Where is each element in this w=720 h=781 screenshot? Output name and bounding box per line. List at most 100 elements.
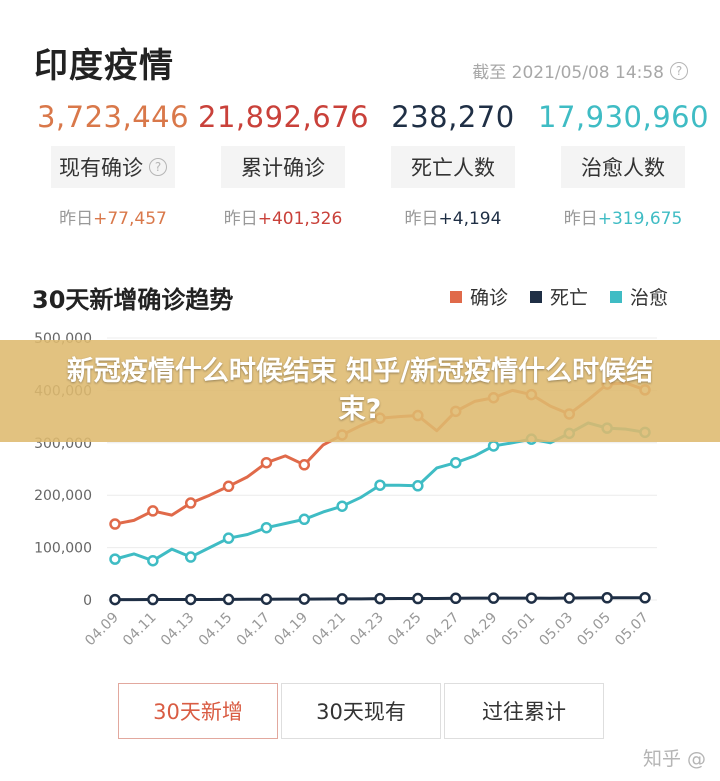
data-point (109, 593, 121, 606)
y-tick-label: 100,000 (34, 541, 92, 557)
data-point (563, 592, 576, 604)
stat-card[interactable]: 17,930,960 治愈人数昨日+319,675 (538, 100, 710, 229)
data-point (109, 553, 121, 565)
watermark: 知乎 @ (642, 748, 706, 770)
delta-value: +319,675 (597, 209, 683, 229)
tab-1[interactable]: 30天新增 (118, 683, 278, 739)
stat-card[interactable]: 238,270 死亡人数昨日+4,194 (368, 100, 538, 229)
data-point (222, 480, 235, 493)
x-tick-label: 05.01 (499, 610, 539, 650)
stat-card[interactable]: 3,723,446 现有确诊? 昨日+77,457 (28, 100, 198, 229)
x-tick-label: 04.11 (120, 610, 160, 650)
help-icon[interactable]: ? (670, 61, 688, 80)
stat-delta: 昨日+4,194 (368, 204, 538, 229)
delta-prefix: 昨日 (563, 209, 598, 229)
data-point (336, 593, 348, 605)
series-line (113, 421, 647, 563)
y-tick-label: 200,000 (34, 488, 92, 504)
x-tick-label: 04.09 (82, 610, 122, 650)
stat-delta: 昨日+319,675 (538, 204, 708, 229)
legend-item[interactable]: 死亡 (529, 283, 588, 310)
x-tick-label: 04.29 (461, 610, 501, 650)
stat-value: 17,930,960 (538, 100, 710, 134)
stat-label: 现有确诊 (59, 156, 143, 180)
data-point (184, 593, 197, 606)
stat-value: 3,723,446 (36, 100, 190, 134)
data-point (639, 592, 651, 604)
delta-prefix: 昨日 (404, 209, 439, 229)
x-tick-label: 05.03 (536, 610, 576, 650)
stat-delta: 昨日+401,326 (198, 204, 368, 229)
data-point (222, 593, 235, 606)
data-point (487, 440, 500, 452)
delta-value: +401,326 (257, 209, 343, 229)
data-point (260, 521, 273, 534)
legend-swatch (609, 290, 622, 303)
chart-legend: 确诊 死亡 治愈 (449, 283, 668, 310)
x-tick-label: 04.23 (347, 610, 387, 650)
stat-label-box: 累计确诊 (221, 146, 345, 188)
data-point (449, 592, 462, 605)
stat-value: 238,270 (391, 100, 515, 134)
x-tick-label: 04.21 (309, 610, 349, 650)
stat-label-box: 死亡人数 (391, 146, 515, 188)
data-point (298, 593, 311, 605)
data-point (412, 592, 424, 605)
legend-swatch (449, 290, 462, 303)
tab-2[interactable]: 30天现有 (281, 683, 441, 739)
data-point (147, 593, 159, 606)
data-point (298, 459, 311, 471)
data-point (525, 592, 538, 604)
chart-tabs: 30天新增 30天现有 过往累计 (118, 683, 607, 739)
stat-label: 累计确诊 (241, 156, 325, 180)
stat-delta: 昨日+77,457 (28, 204, 198, 229)
delta-value: +4,194 (438, 209, 502, 229)
tab-3[interactable]: 过往累计 (444, 683, 604, 739)
data-point (184, 497, 197, 509)
data-point (336, 500, 348, 512)
x-tick-label: 04.17 (234, 610, 274, 650)
stat-card[interactable]: 21,892,676 累计确诊昨日+401,326 (198, 100, 370, 229)
data-point (184, 551, 197, 563)
data-point (298, 513, 311, 526)
legend-label: 治愈 (629, 287, 668, 309)
data-point (147, 554, 159, 567)
chart-title: 30天新增确诊趋势 (32, 286, 234, 314)
data-point (374, 592, 386, 605)
x-tick-label: 04.15 (196, 610, 236, 650)
data-point (260, 593, 273, 605)
banner-text: 新冠疫情什么时候结束 知乎/新冠疫情什么时候结束? (66, 356, 654, 425)
data-point (260, 456, 273, 469)
page-title: 印度疫情 (34, 46, 174, 86)
help-icon[interactable]: ? (149, 158, 167, 176)
data-point (412, 480, 424, 492)
delta-prefix: 昨日 (223, 209, 258, 229)
legend-item[interactable]: 确诊 (449, 283, 508, 310)
legend-label: 死亡 (549, 287, 588, 309)
x-tick-label: 05.05 (574, 610, 614, 650)
legend-label: 确诊 (469, 287, 508, 309)
data-point (147, 505, 159, 517)
x-tick-label: 04.19 (271, 610, 311, 650)
data-point (449, 456, 462, 469)
stat-value: 21,892,676 (198, 100, 370, 134)
data-point (487, 592, 500, 604)
update-timestamp: 截至 2021/05/08 14:58 ? (472, 58, 688, 83)
overlay-banner: 新冠疫情什么时候结束 知乎/新冠疫情什么时候结束? (0, 340, 720, 442)
x-tick-label: 04.27 (423, 610, 463, 650)
stat-label: 治愈人数 (581, 156, 665, 180)
x-tick-label: 04.13 (158, 610, 198, 650)
timestamp-text: 截至 2021/05/08 14:58 (472, 63, 664, 83)
data-point (374, 479, 386, 491)
x-tick-label: 04.25 (385, 610, 425, 650)
stat-label-box: 治愈人数 (561, 146, 685, 188)
legend-item[interactable]: 治愈 (609, 283, 668, 310)
stat-label-box: 现有确诊? (51, 146, 175, 188)
stats-row: 3,723,446 现有确诊? 昨日+77,457 21,892,676 累计确诊 昨日+… (28, 100, 710, 229)
y-tick-label: 0 (83, 593, 92, 609)
data-point (222, 532, 235, 544)
stat-label: 死亡人数 (411, 156, 495, 180)
data-point (601, 592, 613, 604)
delta-value: +77,457 (93, 209, 167, 229)
x-tick-label: 05.07 (612, 610, 652, 650)
